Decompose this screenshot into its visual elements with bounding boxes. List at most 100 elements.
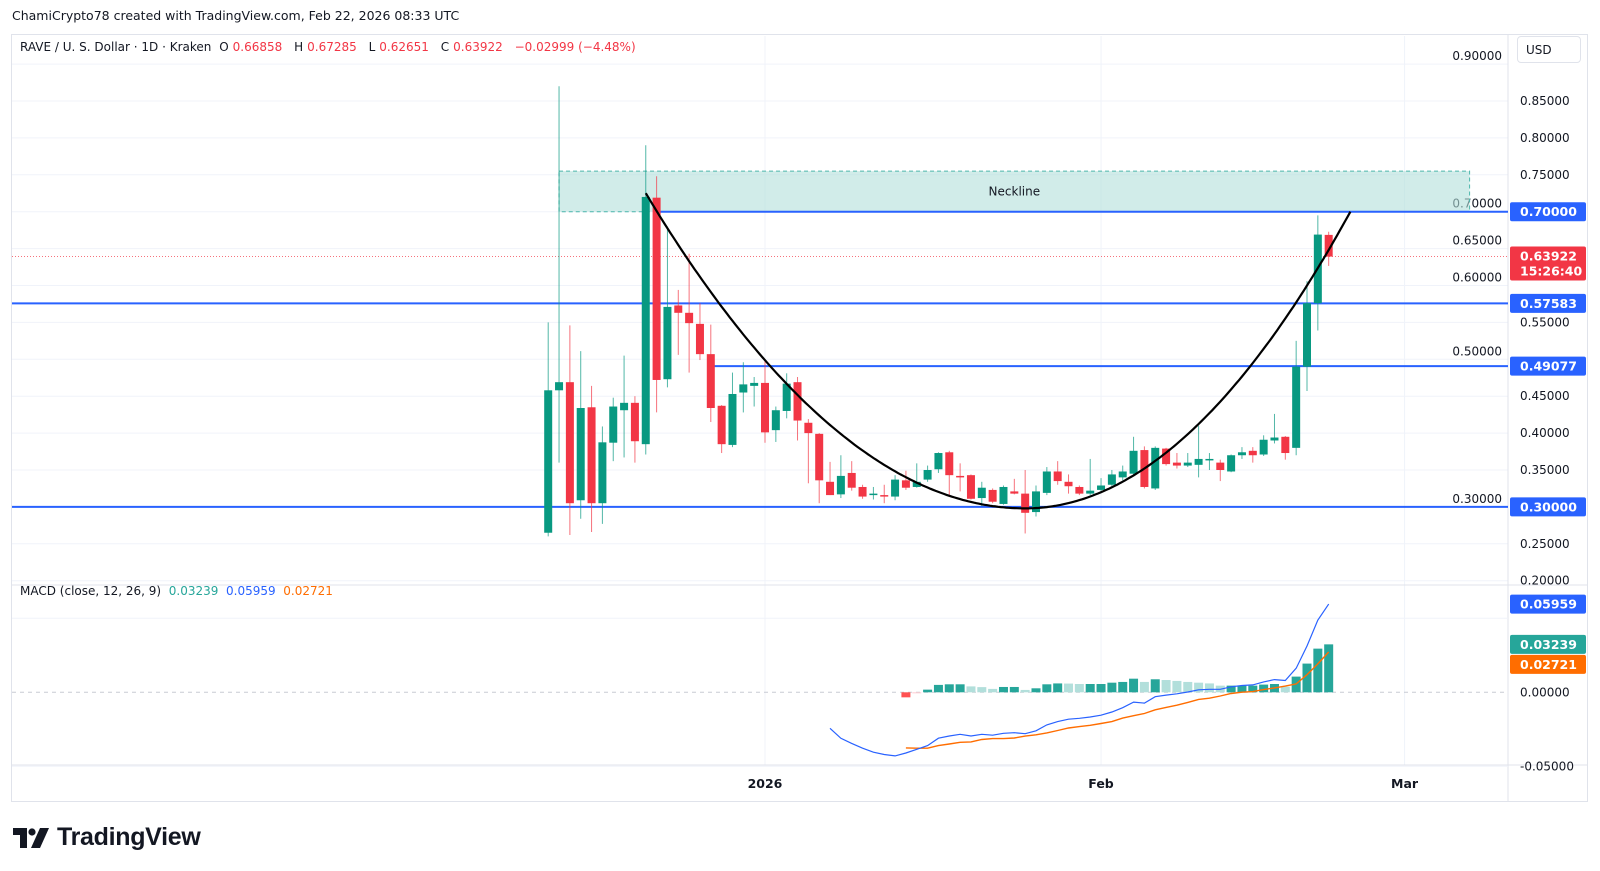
candle-body — [901, 480, 910, 488]
candle-body — [1086, 490, 1095, 494]
candle-body — [663, 306, 672, 380]
bar-countdown: 15:26:40 — [1520, 264, 1582, 279]
candle-body — [815, 433, 824, 481]
macd-signal-line — [905, 651, 1330, 749]
level-price-badge: 0.70000 — [1520, 204, 1577, 219]
candle-body — [761, 382, 769, 433]
candle-body — [717, 405, 726, 445]
level-price-badge-bg — [1510, 293, 1586, 313]
high-value: H 0.67285 — [294, 40, 361, 54]
macd-histogram-bar — [1248, 685, 1258, 693]
level-price-badge-bg — [1510, 356, 1586, 376]
candle-body — [1248, 450, 1257, 456]
tradingview-logo-icon — [13, 827, 49, 848]
price-tick-label: 0.85000 — [1520, 94, 1570, 108]
macd-histogram-bar — [977, 687, 987, 693]
price-tick-label: 0.45000 — [1520, 389, 1570, 403]
candle-body — [804, 422, 813, 434]
macd-histogram-bar — [1042, 684, 1052, 693]
macd-histogram-bar — [1194, 682, 1204, 693]
macd-histogram-bar — [1172, 680, 1182, 693]
time-tick-label: Feb — [1088, 776, 1114, 791]
macd-histogram-bar — [1020, 689, 1030, 693]
candle-body — [706, 354, 715, 409]
price-tick-label: 0.60000 — [1452, 271, 1502, 285]
low-label: L — [368, 40, 376, 54]
macd-histogram-bar — [1280, 686, 1290, 693]
macd-histogram-bar — [912, 692, 922, 694]
macd-histogram-bar — [1064, 683, 1074, 693]
macd-title[interactable]: MACD (close, 12, 26, 9) — [20, 584, 162, 598]
close-label: C — [440, 40, 450, 54]
candle-body — [728, 393, 737, 445]
macd-histogram-bar — [1237, 685, 1247, 693]
candle-body — [891, 479, 900, 497]
price-tick-label: 0.35000 — [1520, 463, 1570, 477]
candle-body — [1259, 439, 1268, 455]
candle-body — [1270, 437, 1279, 441]
candle-body — [1205, 458, 1214, 461]
neckline-label: Neckline — [989, 184, 1041, 198]
macd-histogram-bar — [966, 686, 976, 693]
tradingview-logo[interactable]: TradingView — [13, 823, 201, 852]
candle-body — [1292, 366, 1301, 448]
symbol-title[interactable]: RAVE / U. S. Dollar · 1D · Kraken — [20, 40, 212, 54]
candle-body — [782, 383, 791, 411]
candle-body — [1172, 462, 1181, 466]
macd-pane — [829, 603, 1334, 757]
chart-frame — [11, 34, 1588, 802]
macd-histogram-bar — [1009, 686, 1019, 693]
macd-histogram-bar — [1053, 683, 1063, 693]
macd-tick-label: -0.05000 — [1520, 759, 1574, 773]
level-price-badge: 0.57583 — [1520, 296, 1577, 311]
candle-body — [1183, 462, 1192, 466]
price-tick-label: 0.50000 — [1452, 344, 1502, 358]
macd-histogram-bar — [933, 684, 943, 693]
macd-line-badge: 0.05959 — [1520, 597, 1577, 612]
candle-body — [836, 475, 845, 495]
candle-body — [1162, 448, 1171, 465]
candle-body — [923, 470, 932, 480]
candle-body — [1303, 303, 1311, 367]
high-number: 0.67285 — [307, 40, 357, 54]
current-price-badge: 0.63922 — [1520, 249, 1577, 264]
macd-signal-badge: 0.02721 — [1520, 657, 1577, 672]
logo-text: TradingView — [57, 823, 201, 851]
candle-body — [771, 410, 780, 431]
macd-histogram-bar — [1129, 678, 1139, 693]
candle-body — [1324, 234, 1333, 257]
candle-body — [912, 481, 921, 487]
candle-body — [1053, 471, 1062, 482]
macd-histogram-bar — [1085, 684, 1095, 693]
candle-body — [1129, 450, 1138, 474]
macd-histogram-bar — [1107, 682, 1117, 693]
macd-legend: MACD (close, 12, 26, 9) 0.03239 0.05959 … — [20, 584, 333, 598]
candle-body — [977, 487, 986, 499]
level-price-badge: 0.30000 — [1520, 499, 1577, 514]
high-label: H — [294, 40, 304, 54]
macd-line-badge-bg — [1510, 594, 1586, 614]
macd-histogram-bar — [1259, 684, 1269, 693]
level-price-badge: 0.49077 — [1520, 359, 1577, 374]
currency-button[interactable]: USD — [1517, 36, 1581, 63]
candle-body — [1281, 436, 1290, 454]
candle-body — [1064, 481, 1073, 487]
macd-tick-label: 0.00000 — [1520, 685, 1570, 699]
macd-histogram-bar — [1118, 681, 1128, 693]
candle-body — [1075, 486, 1084, 494]
macd-histogram-bar — [1324, 644, 1334, 693]
candle-body — [620, 402, 629, 411]
symbol-legend: RAVE / U. S. Dollar · 1D · Kraken O 0.668… — [20, 40, 640, 54]
candle-body — [587, 407, 596, 504]
macd-histogram-bar — [901, 692, 911, 698]
price-tick-label: 0.55000 — [1520, 315, 1570, 329]
candle-body — [630, 402, 639, 442]
candle-body — [999, 486, 1008, 504]
macd-histogram-bar — [1204, 683, 1214, 693]
candle-body — [555, 382, 564, 391]
change-value: −0.02999 (−4.48%) — [514, 40, 636, 54]
price-tick-label: 0.90000 — [1452, 49, 1502, 63]
candle-body — [739, 384, 748, 393]
candle-body — [652, 197, 661, 380]
